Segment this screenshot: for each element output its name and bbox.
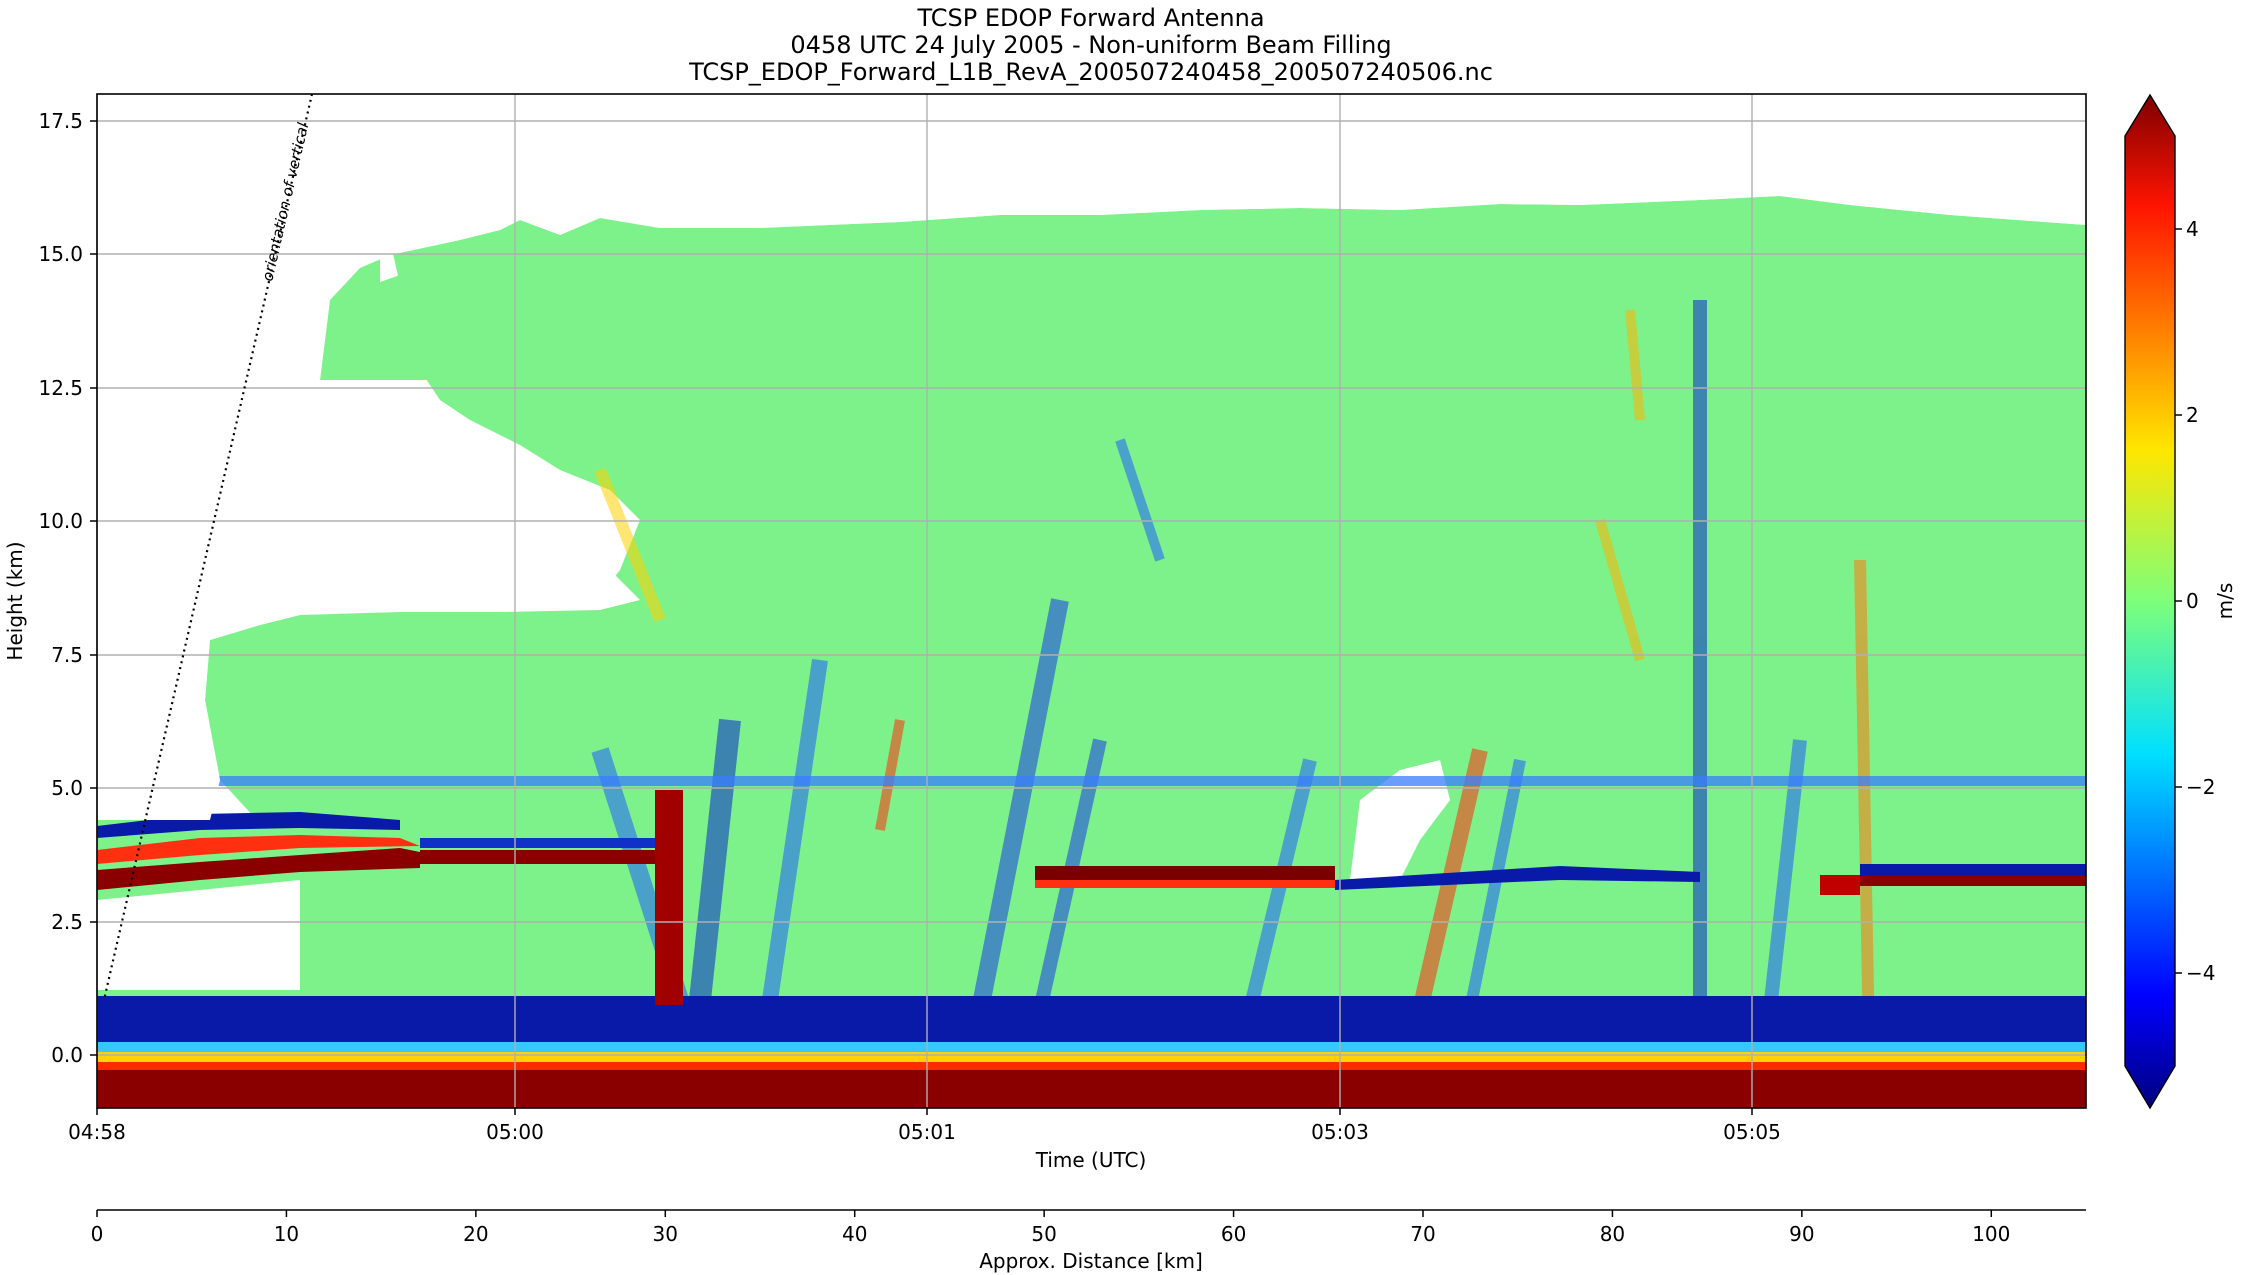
x-tick-label: 05:03: [1311, 1120, 1369, 1144]
x-tick-label: 05:01: [898, 1120, 956, 1144]
distance-axis: 0 10 20 30 40 50 60 70 80 90 100 Approx. Distance …: [91, 1209, 2086, 1273]
colorbar-tick-label: −4: [2186, 961, 2215, 985]
colorbar-tick-label: 0: [2186, 589, 2199, 613]
colorbar-body: [2124, 93, 2176, 1110]
x-tick-label: 05:00: [486, 1120, 544, 1144]
distance-tick-label: 90: [1789, 1222, 1814, 1246]
colorbar-tick-label: 4: [2186, 217, 2199, 241]
y-tick-label: 5.0: [51, 776, 83, 800]
distance-tick-label: 80: [1600, 1222, 1625, 1246]
title-line-2: 0458 UTC 24 July 2005 - Non-uniform Beam…: [790, 31, 1391, 59]
chart-title: TCSP EDOP Forward Antenna 0458 UTC 24 Ju…: [688, 4, 1493, 86]
distance-tick-label: 20: [463, 1222, 488, 1246]
title-line-1: TCSP EDOP Forward Antenna: [916, 4, 1264, 32]
plot-area: orientation of vertical: [96, 93, 2087, 1109]
y-tick-label: 15.0: [38, 242, 83, 266]
title-line-3: TCSP_EDOP_Forward_L1B_RevA_200507240458_…: [688, 58, 1493, 86]
colorbar-tick-label: 2: [2186, 403, 2199, 427]
y-tick-label: 10.0: [38, 509, 83, 533]
distance-axis-label: Approx. Distance [km]: [979, 1249, 1203, 1273]
colorbar-label: m/s: [2213, 583, 2237, 620]
x-axis-label: Time (UTC): [1035, 1148, 1147, 1172]
x-tick-label: 05:05: [1723, 1120, 1781, 1144]
distance-tick-label: 10: [274, 1222, 299, 1246]
x-axis: 04:58 05:00 05:01 05:03 05:05 Time (UTC): [68, 1108, 1781, 1172]
distance-tick-label: 100: [1972, 1222, 2010, 1246]
y-tick-label: 12.5: [38, 376, 83, 400]
distance-tick-label: 30: [653, 1222, 678, 1246]
colorbar-tick-label: −2: [2186, 775, 2215, 799]
y-tick-label: 0.0: [51, 1043, 83, 1067]
x-tick-label: 04:58: [68, 1120, 126, 1144]
y-tick-label: 2.5: [51, 910, 83, 934]
y-tick-label: 7.5: [51, 643, 83, 667]
distance-tick-label: 60: [1221, 1222, 1246, 1246]
distance-tick-label: 40: [842, 1222, 867, 1246]
distance-tick-label: 70: [1410, 1222, 1435, 1246]
distance-tick-label: 50: [1031, 1222, 1056, 1246]
y-tick-label: 17.5: [38, 109, 83, 133]
distance-tick-label: 0: [91, 1222, 104, 1246]
grid: [96, 94, 2086, 1108]
velocity-field: [97, 94, 2086, 1108]
vertical-orientation-line: [102, 93, 314, 1001]
colorbar: −4 −2 0 2 4 m/s: [2124, 93, 2237, 1110]
y-axis: 17.5 15.0 12.5 10.0 7.5 5.0 2.5 0.0 Heig…: [3, 109, 97, 1067]
y-axis-label: Height (km): [3, 541, 27, 660]
